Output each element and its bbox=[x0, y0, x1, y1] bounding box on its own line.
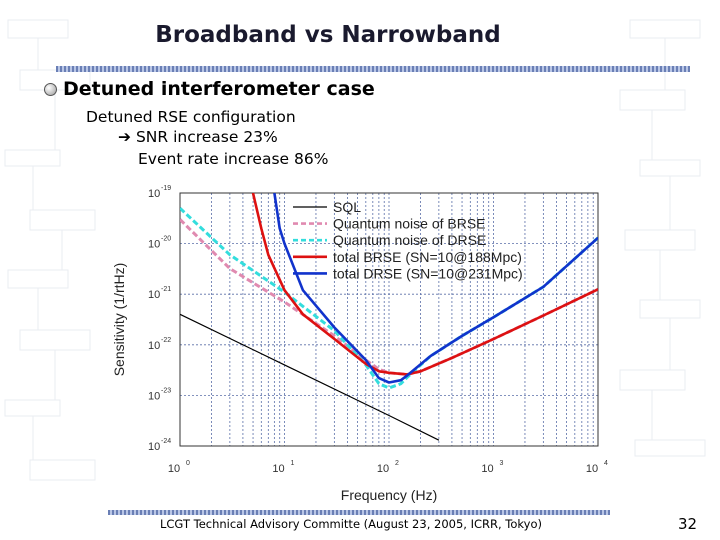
series-line-0 bbox=[180, 313, 440, 441]
x-tick-exponent: 0 bbox=[186, 460, 190, 467]
bullet-icon bbox=[44, 82, 57, 96]
plot-frame bbox=[179, 192, 599, 447]
series-line-4 bbox=[273, 193, 598, 384]
sensitivity-chart: 10 0 10 1 10 2 10 3 10 4 10 -19 10 -20 10 -21 10 -22 10 -23… bbox=[107, 180, 610, 503]
y-tick-label: 10 bbox=[148, 441, 160, 453]
footer-text: LCGT Technical Advisory Committe (August… bbox=[160, 517, 542, 531]
x-tick-label: 10 bbox=[481, 463, 493, 475]
x-tick-exponent: 4 bbox=[604, 460, 608, 467]
y-tick-label: 10 bbox=[148, 340, 160, 352]
x-tick-label: 10 bbox=[586, 463, 598, 475]
y-tick-label: 10 bbox=[148, 289, 160, 301]
legend-label-3: total BRSE (SN=10@188Mpc) bbox=[333, 249, 522, 265]
x-tick-exponent: 2 bbox=[395, 460, 399, 467]
x-tick-exponent: 1 bbox=[291, 460, 295, 467]
legend-label-1: Quantum noise of BRSE bbox=[333, 216, 486, 232]
config-line: Detuned RSE configuration bbox=[86, 108, 296, 126]
bullet-item: Detuned interferometer case bbox=[44, 78, 375, 100]
y-axis-label: Sensitivity (1/rtHz) bbox=[111, 263, 127, 377]
event-rate-line: Event rate increase 86% bbox=[138, 150, 329, 168]
x-tick-label: 10 bbox=[168, 463, 180, 475]
x-tick-label: 10 bbox=[272, 463, 284, 475]
slide-title: Broadband vs Narrowband bbox=[155, 22, 501, 48]
y-tick-label: 10 bbox=[148, 188, 160, 200]
y-tick-exponent: -22 bbox=[161, 337, 171, 344]
legend-label-0: SQL bbox=[333, 199, 361, 215]
snr-line: ➔ SNR increase 23% bbox=[118, 128, 278, 146]
y-tick-exponent: -20 bbox=[161, 236, 171, 243]
x-tick-label: 10 bbox=[377, 463, 389, 475]
page-number: 32 bbox=[678, 515, 698, 533]
y-tick-exponent: -24 bbox=[161, 438, 171, 445]
y-tick-exponent: -19 bbox=[161, 185, 171, 192]
background-circuit-pattern-right bbox=[619, 19, 706, 457]
bullet-text: Detuned interferometer case bbox=[63, 78, 375, 100]
legend-label-4: total DRSE (SN=10@231Mpc) bbox=[333, 265, 523, 281]
y-tick-label: 10 bbox=[148, 239, 160, 251]
legend-label-2: Quantum noise of DRSE bbox=[333, 232, 486, 248]
x-axis-label: Frequency (Hz) bbox=[341, 487, 437, 503]
background-circuit-pattern-left bbox=[4, 19, 96, 481]
snr-text: SNR increase 23% bbox=[135, 128, 278, 146]
y-tick-exponent: -23 bbox=[161, 387, 171, 394]
y-tick-exponent: -21 bbox=[161, 286, 171, 293]
y-tick-label: 10 bbox=[148, 390, 160, 402]
x-tick-exponent: 3 bbox=[500, 460, 504, 467]
title-divider bbox=[56, 66, 690, 72]
footer-divider bbox=[108, 510, 610, 515]
series-line-3 bbox=[251, 193, 598, 376]
arrow-right-icon: ➔ bbox=[118, 128, 131, 146]
